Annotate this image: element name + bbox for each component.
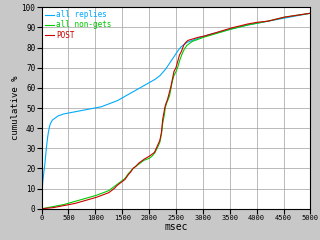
all non-gets (158, 140, 162, 143)
all replies (148, 81, 152, 84)
all replies (249, 23, 253, 26)
POST (148, 154, 152, 157)
all non-gets (308, 12, 312, 15)
Line: all replies: all replies (42, 13, 310, 197)
all replies (254, 22, 258, 25)
POST (158, 138, 162, 141)
POST (67, 203, 71, 206)
POST (249, 22, 253, 25)
all non-gets (40, 207, 44, 210)
X-axis label: msec: msec (164, 222, 188, 232)
POST (254, 21, 258, 24)
Line: POST: POST (42, 13, 310, 209)
all replies (158, 74, 162, 77)
all replies (308, 12, 312, 15)
Y-axis label: cumulative %: cumulative % (11, 76, 20, 140)
all non-gets (148, 156, 152, 159)
all non-gets (67, 202, 71, 204)
all non-gets (224, 29, 228, 32)
all replies (67, 112, 71, 114)
all replies (40, 195, 44, 198)
all non-gets (249, 23, 253, 26)
Line: all non-gets: all non-gets (42, 13, 310, 209)
all replies (224, 29, 228, 32)
Legend: all replies, all non-gets, POST: all replies, all non-gets, POST (43, 9, 113, 41)
POST (40, 207, 44, 210)
all non-gets (254, 22, 258, 25)
POST (308, 12, 312, 15)
POST (224, 28, 228, 31)
